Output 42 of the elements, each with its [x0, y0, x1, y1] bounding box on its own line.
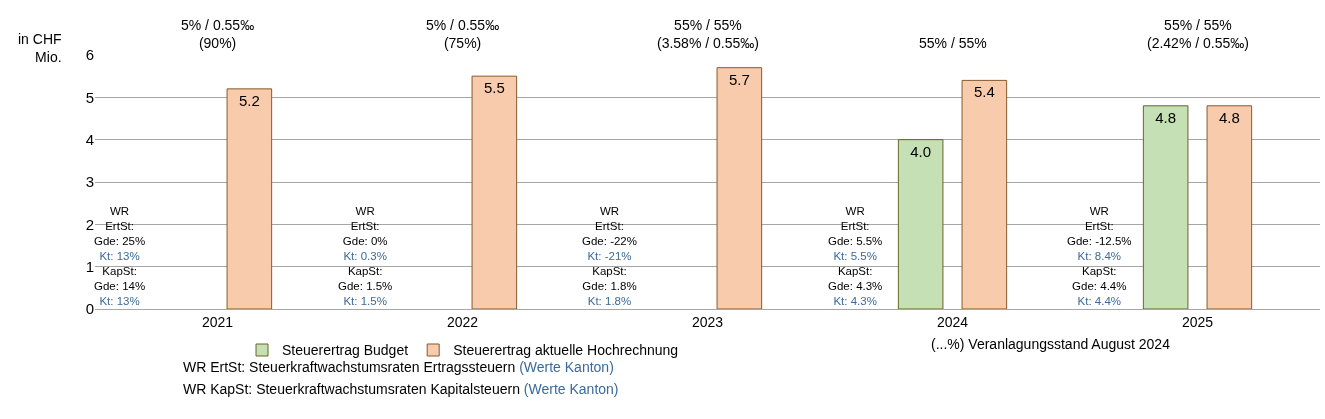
annotation: WR ErtSt: Gde: 0% Kt: 0.3% KapSt: Gde: 1.5% Kt: 1.5% — [338, 205, 393, 307]
y-tick-label: 5 — [85, 88, 94, 106]
bar — [1206, 105, 1253, 309]
annotation: WR ErtSt: Gde: -12.5% Kt: 8.4% KapSt: Gde: 4.4% Kt: 4.4% — [1067, 205, 1132, 307]
data-label: 5.4 — [973, 83, 995, 101]
legend-label: Steuerertrag aktuelle Hochrechnung — [453, 342, 679, 359]
x-tick-label: 2025 — [1181, 313, 1214, 330]
bar — [1142, 105, 1189, 309]
y-tick-label: 2 — [85, 215, 94, 233]
text: WR ErtSt: Steuerkraftwachstumsraten Ertragssteuern (Werte Kanton) — [183, 359, 614, 375]
text: 55% / 55% — [919, 35, 987, 51]
y-axis-title: in CHF Mio. — [18, 31, 62, 66]
legend-label: Steuerertrag Budget — [282, 342, 409, 359]
y-tick-label: 0 — [85, 300, 94, 318]
bar — [897, 139, 944, 309]
text: WR KapSt: Steuerkraftwachstumsraten Kapitalsteuern (Werte Kanton) — [183, 381, 619, 397]
data-label: 5.2 — [238, 91, 260, 109]
bar — [226, 88, 273, 309]
data-label: 5.5 — [483, 79, 505, 97]
bar — [716, 67, 763, 309]
text: 55% / 55% (3.58% / 0.55‰) — [657, 17, 759, 52]
x-tick-label: 2023 — [691, 313, 724, 330]
bar — [471, 75, 518, 309]
data-label: 4.8 — [1155, 108, 1177, 126]
y-tick-label: 6 — [85, 46, 94, 64]
data-label: 4.8 — [1218, 108, 1240, 126]
y-tick-label: 4 — [85, 130, 94, 148]
y-tick-label: 1 — [85, 257, 94, 275]
text: 55% / 55% (2.42% / 0.55‰) — [1147, 17, 1249, 52]
x-tick-label: 2022 — [446, 313, 479, 330]
bar — [961, 79, 1008, 309]
data-label: 5.7 — [728, 70, 750, 88]
annotation: WR ErtSt: Gde: 5.5% Kt: 5.5% KapSt: Gde: 4.3% Kt: 4.3% — [828, 205, 883, 307]
text: 5% / 0.55‰ (75%) — [426, 17, 500, 52]
text: 5% / 0.55‰ (90%) — [181, 17, 255, 52]
annotation: WR ErtSt: Gde: -22% Kt: -21% KapSt: Gde: 1.8% Kt: 1.8% — [582, 205, 637, 307]
annotation: WR ErtSt: Gde: 25% Kt: 13% KapSt: Gde: 14% Kt: 13% — [94, 205, 146, 307]
data-label: 4.0 — [910, 142, 932, 160]
x-tick-label: 2024 — [936, 313, 969, 330]
y-tick-label: 3 — [85, 173, 94, 191]
x-tick-label: 2021 — [201, 313, 234, 330]
text: (...%) Veranlagungsstand August 2024 — [931, 336, 1171, 352]
